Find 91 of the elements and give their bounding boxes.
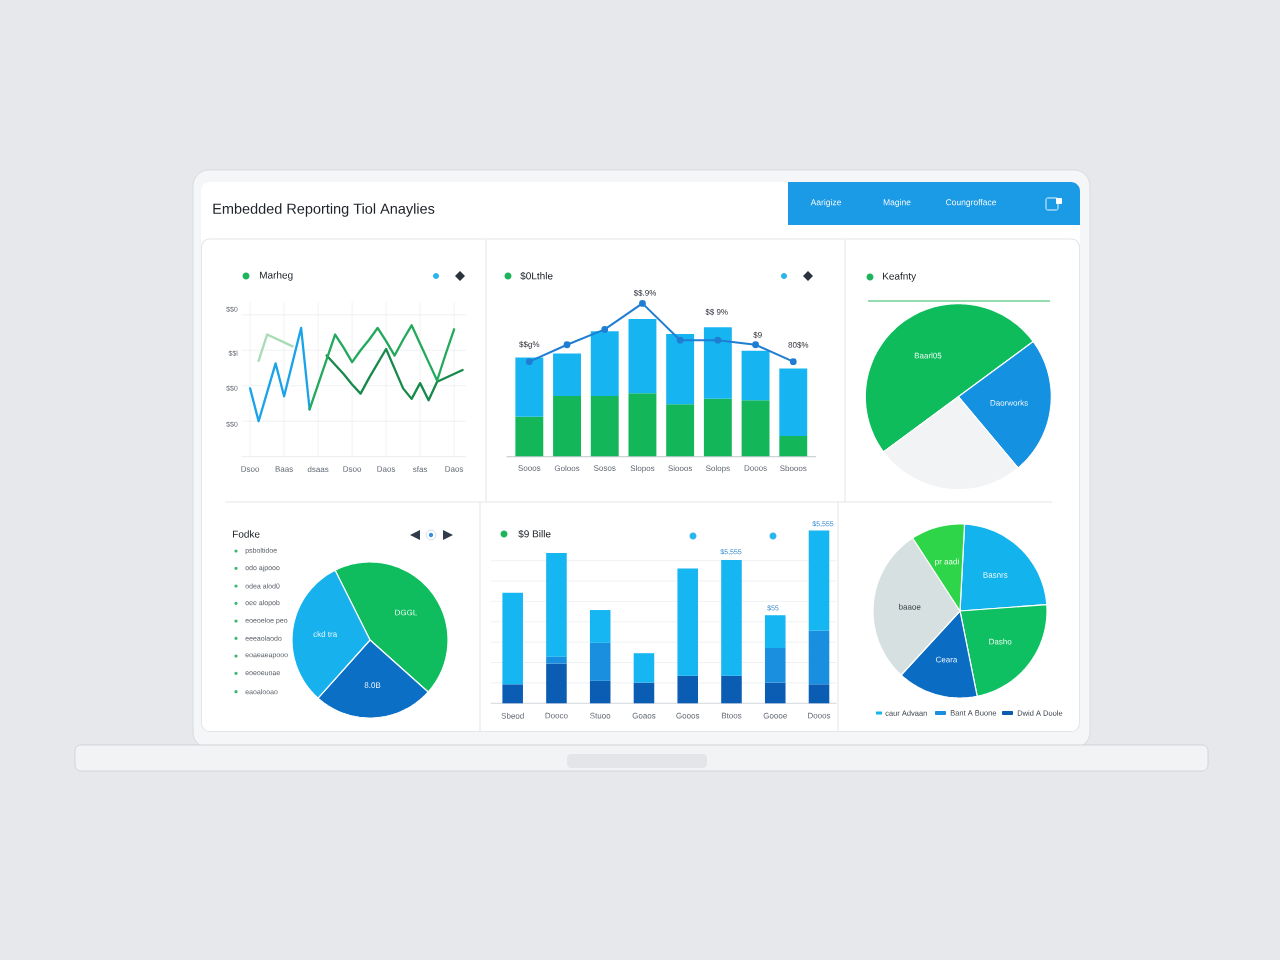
x-tick-label: Gooos bbox=[676, 712, 700, 719]
bar bbox=[666, 334, 695, 405]
bar bbox=[589, 642, 611, 681]
point bbox=[714, 336, 722, 344]
bar bbox=[553, 353, 581, 397]
point bbox=[752, 341, 759, 349]
slice-label: ckd tra bbox=[313, 631, 338, 637]
bar bbox=[764, 615, 786, 649]
text: Coungrofface bbox=[946, 199, 997, 207]
x-tick-label: Solops bbox=[705, 465, 730, 473]
x-tick-label: Dooos bbox=[808, 712, 831, 719]
bar bbox=[633, 653, 655, 683]
x-tick-label: Baas bbox=[275, 466, 293, 472]
x-tick-label: Btoos bbox=[721, 712, 742, 719]
chart-title: $9 Bille bbox=[518, 529, 551, 539]
slice-label: Ceara bbox=[935, 656, 958, 663]
x-tick-label: Dooos bbox=[744, 465, 767, 471]
point bbox=[601, 326, 609, 333]
text: Magine bbox=[883, 199, 911, 207]
bar bbox=[703, 398, 732, 457]
chart-title: $0Lthle bbox=[520, 271, 553, 281]
x-tick-label: dsaas bbox=[307, 466, 329, 473]
x-tick-label: Goloos bbox=[554, 465, 580, 472]
x-tick-label: Dsoo bbox=[241, 466, 260, 472]
bar bbox=[779, 368, 808, 437]
x-tick-label: Slopos bbox=[630, 465, 655, 473]
x-tick-label: Dooco bbox=[545, 712, 568, 719]
slice-label: pr aadi bbox=[935, 558, 959, 566]
x-tick-label: Siooos bbox=[668, 465, 693, 472]
bar bbox=[677, 675, 698, 704]
x-tick-label: Goaos bbox=[632, 712, 656, 719]
x-tick-label: Sbeod bbox=[501, 712, 524, 719]
point bbox=[639, 299, 646, 307]
slice-label: Baarl05 bbox=[914, 352, 942, 359]
bar bbox=[741, 400, 770, 457]
bar bbox=[741, 350, 770, 401]
bar bbox=[808, 530, 830, 631]
bar bbox=[633, 682, 655, 704]
bar bbox=[703, 327, 732, 399]
point bbox=[525, 358, 533, 366]
chart-title: Keafnty bbox=[883, 272, 917, 282]
slice-label: baaoe bbox=[899, 603, 921, 610]
bar bbox=[589, 610, 611, 643]
bar bbox=[779, 436, 808, 457]
chart-title: Marheg bbox=[260, 271, 293, 281]
text: Embedded Reporting Tiol Anaylies bbox=[213, 203, 435, 217]
bar bbox=[808, 630, 830, 685]
bar bbox=[628, 393, 657, 457]
bar bbox=[515, 357, 544, 417]
bar bbox=[808, 684, 830, 704]
x-tick-label: Goooe bbox=[763, 712, 787, 719]
annotation: 80$% bbox=[788, 341, 809, 349]
slice-label: Dasho bbox=[989, 638, 1012, 645]
x-tick-label: Sbooos bbox=[780, 465, 807, 472]
slice-label: Basnrs bbox=[983, 572, 1008, 578]
text: $$.9% bbox=[633, 289, 657, 297]
bar bbox=[502, 592, 523, 685]
bar bbox=[764, 682, 786, 704]
bar bbox=[721, 559, 742, 676]
x-tick-label: Sosos bbox=[593, 465, 616, 471]
bar bbox=[546, 663, 567, 704]
chart-title: Fodke bbox=[233, 530, 260, 538]
bar bbox=[553, 396, 581, 457]
bar bbox=[546, 553, 567, 657]
bar bbox=[590, 396, 619, 457]
slice-label: 8.0B bbox=[364, 682, 381, 688]
slice-label: DGGL bbox=[395, 609, 418, 616]
x-tick-label: Stuoo bbox=[590, 712, 611, 719]
x-tick-label: Sooos bbox=[518, 465, 541, 471]
bar bbox=[546, 656, 567, 664]
point bbox=[563, 341, 571, 349]
bar bbox=[589, 680, 611, 704]
text: Aarigize bbox=[810, 199, 841, 207]
x-tick-label: Daos bbox=[445, 466, 464, 472]
x-tick-label: Dsoo bbox=[343, 466, 362, 472]
point bbox=[676, 336, 684, 344]
bar bbox=[666, 404, 695, 457]
bar bbox=[677, 568, 698, 676]
slice-label: Daorworks bbox=[990, 399, 1028, 406]
bar bbox=[764, 648, 786, 683]
annotation: $$ 9% bbox=[705, 308, 728, 316]
annotation: $9 bbox=[753, 331, 762, 339]
annotation: $$g% bbox=[519, 341, 540, 349]
x-tick-label: sfas bbox=[412, 466, 428, 473]
bar bbox=[628, 318, 657, 394]
bar bbox=[502, 684, 523, 704]
point bbox=[789, 358, 797, 366]
bar bbox=[590, 331, 619, 397]
bar bbox=[515, 416, 544, 457]
bar bbox=[721, 675, 742, 704]
x-tick-label: Daos bbox=[377, 466, 396, 472]
